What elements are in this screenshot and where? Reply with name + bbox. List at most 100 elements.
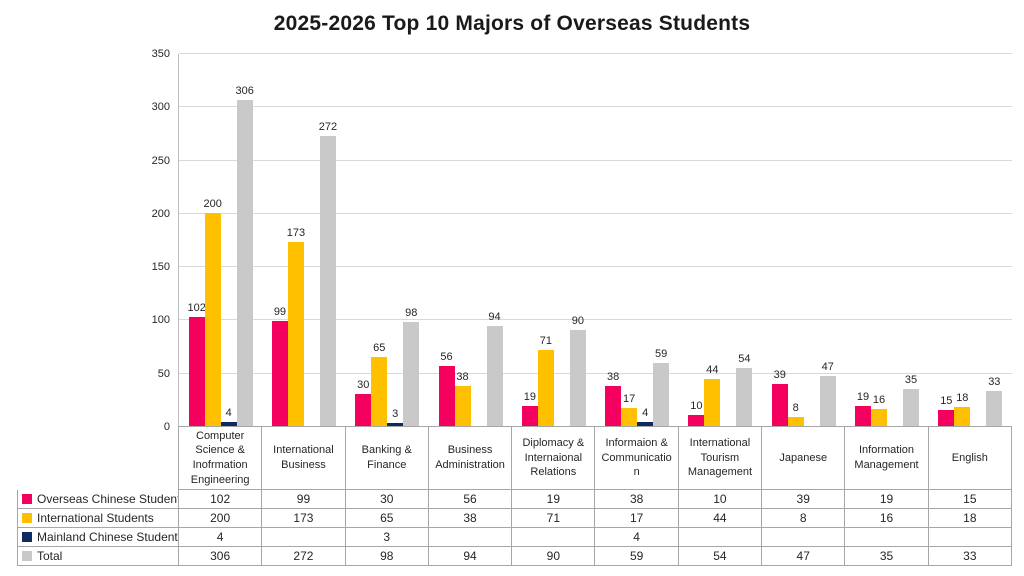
table-value-cell: 54 bbox=[679, 547, 763, 565]
bar bbox=[537, 350, 554, 426]
bar-group: 56 38 94 bbox=[429, 54, 512, 426]
bar-value-label: 44 bbox=[706, 364, 719, 377]
bar-value-label: 59 bbox=[655, 348, 668, 361]
bar-value-label: 39 bbox=[773, 369, 786, 382]
bar bbox=[271, 320, 288, 426]
bar bbox=[736, 368, 753, 426]
table-value-cell bbox=[512, 528, 596, 546]
gridline bbox=[179, 106, 1012, 108]
bar bbox=[688, 415, 705, 426]
table-row: International Students 200 173 65 38 71 17 44 8 1… bbox=[18, 509, 1012, 528]
table-value-cell: 19 bbox=[845, 490, 929, 508]
bar-value-label: 102 bbox=[187, 302, 206, 315]
gridline bbox=[179, 319, 1012, 321]
bar bbox=[236, 99, 253, 426]
table-value-cell: 71 bbox=[512, 509, 596, 527]
bar-value-label: 15 bbox=[940, 395, 953, 408]
table-value-cell: 200 bbox=[179, 509, 263, 527]
bar-slot: 54 bbox=[736, 54, 753, 426]
bar bbox=[204, 212, 221, 426]
bar-slot: 44 bbox=[704, 54, 721, 426]
bar-slot bbox=[720, 54, 736, 426]
bar-slot: 33 bbox=[986, 54, 1003, 426]
category-label-cell: Business Administration bbox=[429, 427, 513, 489]
table-value-cell: 19 bbox=[512, 490, 596, 508]
category-label-cell: Information Management bbox=[845, 427, 929, 489]
bar-slot: 4 bbox=[637, 54, 654, 426]
bar bbox=[521, 405, 538, 426]
series-name-label: Total bbox=[37, 549, 63, 563]
bar-slot: 272 bbox=[318, 54, 338, 426]
category-label-cell: English bbox=[929, 427, 1012, 489]
bar bbox=[637, 421, 654, 426]
table-value-cell: 44 bbox=[679, 509, 763, 527]
bar bbox=[771, 384, 788, 426]
bar bbox=[403, 321, 420, 426]
bar-group: 10 44 54 bbox=[679, 54, 762, 426]
bar-value-label: 56 bbox=[440, 351, 453, 364]
bar bbox=[569, 330, 586, 426]
bar-group: 102 200 4 306 bbox=[179, 54, 262, 426]
table-value-cell: 94 bbox=[429, 547, 513, 565]
bar-slot: 38 bbox=[605, 54, 622, 426]
legend-swatch-icon bbox=[22, 551, 32, 561]
table-value-cell: 306 bbox=[179, 547, 263, 565]
bar-value-label: 98 bbox=[405, 306, 418, 319]
bar bbox=[787, 417, 804, 426]
bar-value-label: 47 bbox=[821, 360, 834, 373]
bar-slot: 173 bbox=[287, 54, 305, 426]
bar bbox=[438, 366, 455, 426]
bar-slot: 17 bbox=[621, 54, 638, 426]
bar-slot bbox=[804, 54, 820, 426]
table-value-cell: 38 bbox=[429, 509, 513, 527]
gridline bbox=[179, 159, 1012, 161]
table-value-cell: 18 bbox=[929, 509, 1012, 527]
bar-value-label: 38 bbox=[456, 370, 469, 383]
legend-cell: International Students bbox=[18, 509, 179, 527]
bar-value-label: 90 bbox=[571, 315, 584, 328]
bar-value-label: 19 bbox=[856, 390, 870, 403]
legend-cell: Overseas Chinese Students bbox=[18, 490, 179, 508]
y-tick-label: 100 bbox=[151, 314, 170, 327]
bar-value-label: 18 bbox=[956, 391, 969, 404]
legend-swatch-icon bbox=[22, 494, 32, 504]
y-tick-label: 200 bbox=[151, 207, 170, 220]
bar-slot bbox=[887, 54, 903, 426]
bar-slot: 200 bbox=[203, 54, 222, 426]
y-tick-label: 150 bbox=[151, 261, 170, 274]
bar-slot: 94 bbox=[486, 54, 503, 426]
bar-slot: 47 bbox=[819, 54, 836, 426]
table-row: Mainland Chinese Students 4 3 4 bbox=[18, 528, 1012, 547]
bar bbox=[938, 410, 955, 426]
bar-value-label: 272 bbox=[318, 121, 338, 134]
legend-cell: Total bbox=[18, 547, 179, 565]
legend-swatch-icon bbox=[22, 532, 32, 542]
bar-group: 30 65 3 98 bbox=[346, 54, 429, 426]
table-value-cell bbox=[762, 528, 846, 546]
bar-slot bbox=[304, 54, 320, 426]
table-value-cell: 4 bbox=[595, 528, 679, 546]
bar-slot: 4 bbox=[220, 54, 237, 426]
bar bbox=[486, 325, 503, 426]
bar-value-label: 8 bbox=[792, 402, 799, 415]
table-value-cell bbox=[845, 528, 929, 546]
table-value-cell: 98 bbox=[346, 547, 429, 565]
bar-value-label: 306 bbox=[235, 84, 254, 97]
table-value-cell bbox=[929, 528, 1012, 546]
bar-value-label: 35 bbox=[904, 373, 918, 386]
bar-slot bbox=[554, 54, 570, 426]
category-label-cell: Banking & Finance bbox=[346, 427, 429, 489]
bar-group: 38 17 4 59 bbox=[595, 54, 678, 426]
bar-slot bbox=[471, 54, 487, 426]
bar-slot: 35 bbox=[903, 54, 920, 426]
x-axis-category-labels: Computer Science & Inofrmation Engineeri… bbox=[178, 427, 1012, 490]
bar bbox=[371, 356, 388, 426]
bar-slot: 99 bbox=[271, 54, 288, 426]
bar bbox=[220, 421, 237, 426]
table-value-cell: 272 bbox=[262, 547, 346, 565]
bar-slot: 65 bbox=[371, 54, 388, 426]
table-value-cell bbox=[679, 528, 763, 546]
bar-value-label: 94 bbox=[488, 310, 501, 323]
bar-group: 99 173 272 bbox=[262, 54, 345, 426]
gridline bbox=[179, 266, 1012, 268]
